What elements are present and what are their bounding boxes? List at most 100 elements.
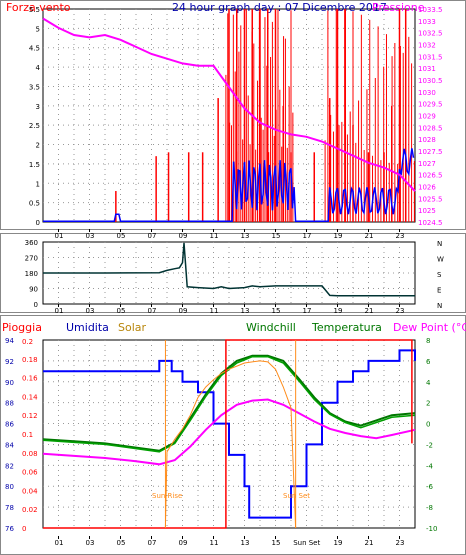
compass-label: N: [437, 240, 442, 248]
pressure-y-tick: 1027: [418, 160, 436, 168]
compass-label: E: [437, 287, 441, 295]
pressure-y-tick: 1030.5: [418, 77, 443, 85]
top-x-tick: 03: [86, 232, 95, 240]
dewpoint-label: Dew Point (°C): [393, 321, 466, 334]
pressure-y-tick: 1024.5: [418, 219, 443, 227]
humidity-y-tick: 90: [5, 379, 14, 387]
mid-x-tick: 11: [210, 307, 219, 315]
rain-y-tick: 0.06: [22, 469, 38, 477]
rain-axis-label: Pioggia: [2, 321, 42, 334]
top-x-tick: 05: [117, 232, 126, 240]
wind-y-tick: 5: [36, 25, 40, 33]
wind-y-tick: 3.5: [29, 83, 40, 91]
rain-y-tick: 0.1: [22, 431, 33, 439]
temp-y-tick: 0: [426, 421, 430, 429]
top-x-tick: 15: [272, 232, 281, 240]
mid-x-tick: 03: [86, 307, 95, 315]
pressure-y-tick: 1029: [418, 113, 436, 121]
mid-x-tick: 23: [396, 307, 405, 315]
pressure-y-tick: 1030: [418, 89, 436, 97]
humidity-y-tick: 86: [5, 421, 14, 429]
bottom-x-tick: 03: [86, 539, 95, 547]
rain-y-tick-top: 0.2: [22, 338, 33, 346]
pressure-y-tick: 1027.5: [418, 148, 443, 156]
humidity-line: [43, 349, 416, 519]
mid-x-tick: 09: [179, 307, 188, 315]
bottom-x-tick: 15: [272, 539, 281, 547]
top-x-tick: 11: [210, 232, 219, 240]
wind-y-tick: 4: [36, 64, 41, 72]
temp-y-tick: 6: [426, 358, 431, 366]
rain-y-tick: 0.18: [22, 356, 38, 364]
humidity-y-tick: 88: [5, 400, 14, 408]
bottom-x-tick: 19: [334, 539, 343, 547]
humidity-y-tick: 78: [5, 504, 14, 512]
sun-rise-label: Sun Rise: [152, 492, 182, 500]
windchill-line: [42, 355, 416, 453]
mid-x-tick: 13: [241, 307, 250, 315]
pressure-y-tick: 1026: [418, 184, 436, 192]
mid-x-tick: 05: [117, 307, 126, 315]
temp-y-tick: 8: [426, 337, 430, 345]
direction-y-tick: 360: [25, 239, 38, 247]
solar-line: [164, 360, 297, 529]
rain-line: [43, 339, 413, 529]
wind-direction-line: [43, 242, 415, 297]
mid-x-tick: 19: [334, 307, 343, 315]
rain-y-tick: 0.16: [22, 375, 38, 383]
humidity-y-tick: 76: [5, 525, 14, 533]
bottom-x-tick: 09: [179, 539, 188, 547]
bottom-x-tick: 13: [241, 539, 250, 547]
pressure-y-tick: 1032.5: [418, 30, 443, 38]
wind-y-tick: 2: [36, 142, 40, 150]
humidity-label: Umidita: [66, 321, 109, 334]
mid-x-tick: 21: [365, 307, 374, 315]
wind-y-tick: 2.5: [29, 122, 40, 130]
pressure-y-tick: 1033: [418, 18, 436, 26]
humidity-y-tick: 84: [5, 441, 14, 449]
mid-x-tick: 01: [55, 307, 64, 315]
bottom-x-tick: 05: [117, 539, 126, 547]
temperature-line: [42, 354, 416, 452]
temperature-label: Temperatura: [311, 321, 382, 334]
top-x-tick: 01: [55, 232, 64, 240]
pressure-y-tick: 1026.5: [418, 172, 443, 180]
top-chart-title: 24 hour graph day : 07 Dicembre 2017: [172, 1, 387, 14]
pressure-y-tick: 1031: [418, 65, 436, 73]
dewpoint-line: [42, 398, 416, 466]
pressure-axis-label: Pressione: [372, 1, 425, 14]
pressure-y-tick: 1029.5: [418, 101, 443, 109]
wind-y-tick: 0: [36, 219, 40, 227]
pressure-y-tick: 1028: [418, 136, 436, 144]
bottom-x-tick: 23: [396, 539, 405, 547]
direction-y-tick: 270: [25, 255, 38, 263]
mid-x-tick: 15: [272, 307, 281, 315]
temp-y-tick: -2: [426, 441, 433, 449]
temp-y-tick: -6: [426, 483, 434, 491]
pressure-y-tick: 1025: [418, 207, 436, 215]
temp-y-tick: 4: [426, 379, 431, 387]
solar-label: Solar: [118, 321, 147, 334]
wind-axis-label: Forza vento: [6, 1, 71, 14]
mid-x-tick: 17: [303, 307, 312, 315]
compass-label: N: [437, 302, 442, 310]
top-x-tick: 17: [303, 232, 312, 240]
top-x-tick: 19: [334, 232, 343, 240]
wind-gust-line: [43, 148, 415, 222]
top-x-tick: 07: [148, 232, 157, 240]
sun-set-label: Sun Set: [283, 492, 310, 500]
direction-y-tick: 0: [34, 301, 38, 309]
bottom-x-tick: 01: [55, 539, 64, 547]
temp-y-tick: -8: [426, 504, 433, 512]
wind-y-tick: 4.5: [29, 45, 40, 53]
rain-y-tick: 0.12: [22, 412, 38, 420]
rain-y-tick: 0.08: [22, 450, 38, 458]
rain-y-tick: 0.04: [22, 487, 38, 495]
mid-x-tick: 07: [148, 307, 157, 315]
humidity-y-tick: 92: [5, 358, 14, 366]
wind-y-tick: 1: [36, 180, 40, 188]
temp-y-tick: -4: [426, 462, 434, 470]
wind-y-tick: 1.5: [29, 161, 40, 169]
top-x-tick: 13: [241, 232, 250, 240]
